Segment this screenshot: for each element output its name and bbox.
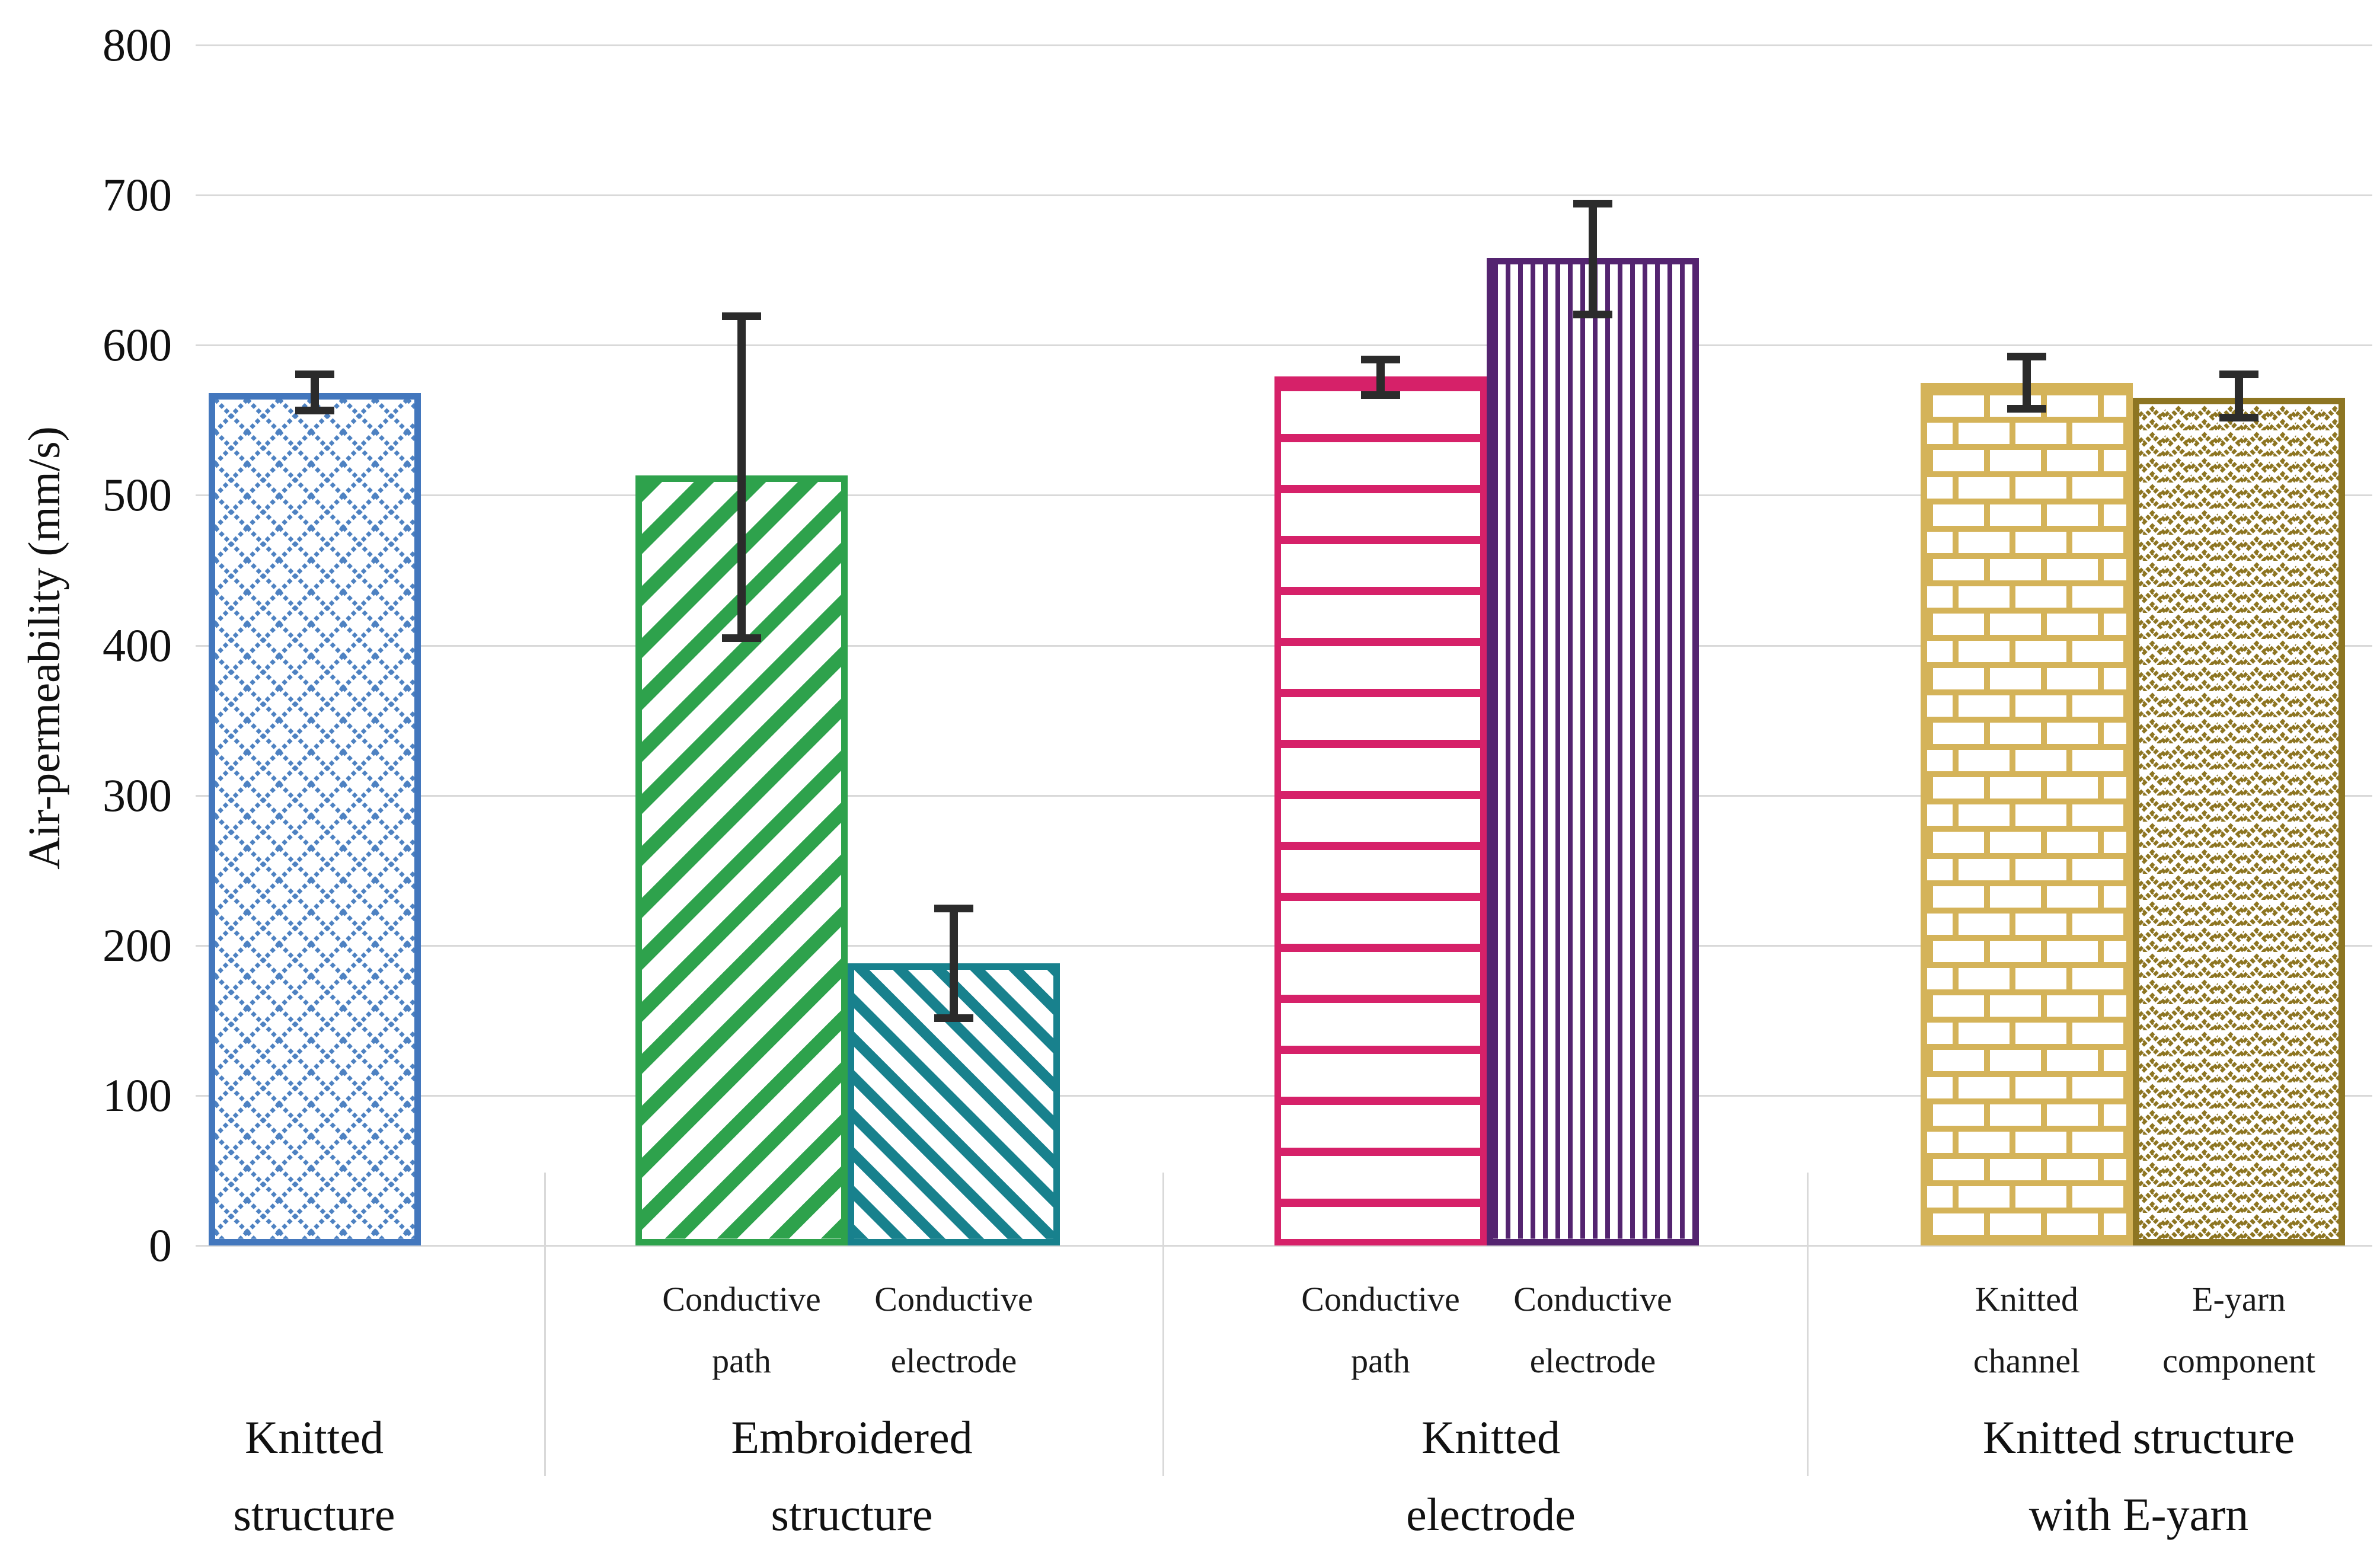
bar-knitted-electrode-conductive-electrode bbox=[1487, 258, 1699, 1245]
y-tick-label: 100 bbox=[103, 1069, 172, 1121]
error-bar bbox=[1573, 199, 1612, 318]
bar-label-line: Conductive bbox=[1301, 1280, 1460, 1318]
error-bar bbox=[2007, 352, 2046, 413]
bar-label-line: Knitted bbox=[1975, 1280, 2078, 1318]
bar-label-conductive-path: Conductive path bbox=[1226, 1269, 1535, 1392]
error-bar bbox=[1361, 355, 1400, 400]
group-label-knitted-structure-with-eyarn: Knitted structure with E-yarn bbox=[1848, 1399, 2380, 1549]
group-label-line: Embroidered bbox=[731, 1411, 973, 1463]
gridline bbox=[196, 1245, 2372, 1247]
group-label-line: Knitted bbox=[245, 1411, 384, 1463]
gridline bbox=[196, 344, 2372, 347]
error-bar bbox=[295, 371, 334, 414]
bar-label-eyarn-component: E-yarn component bbox=[2085, 1269, 2380, 1392]
bar-label-line: electrode bbox=[890, 1342, 1017, 1380]
group-label-line: structure bbox=[233, 1489, 395, 1540]
y-tick-label: 700 bbox=[103, 169, 172, 221]
category-divider bbox=[544, 1173, 546, 1476]
group-label-line: electrode bbox=[1406, 1489, 1576, 1540]
gridline bbox=[196, 194, 2372, 197]
group-label-embroidered-structure: Embroidered structure bbox=[561, 1399, 1142, 1549]
bar-label-line: electrode bbox=[1529, 1342, 1656, 1380]
bar-label-line: Conductive bbox=[874, 1280, 1033, 1318]
gridline bbox=[196, 44, 2372, 46]
bar-label-conductive-path: Conductive path bbox=[587, 1269, 896, 1392]
bar-label-line: channel bbox=[1973, 1342, 2081, 1380]
group-label-line: structure bbox=[771, 1489, 933, 1540]
bar-knitted-structure bbox=[209, 393, 421, 1245]
category-divider bbox=[1807, 1173, 1809, 1476]
bar-label-conductive-electrode: Conductive electrode bbox=[1439, 1269, 1747, 1392]
group-label-line: Knitted bbox=[1421, 1411, 1560, 1463]
bar-knitted-electrode-conductive-path bbox=[1274, 376, 1487, 1245]
group-label-knitted-electrode: Knitted electrode bbox=[1200, 1399, 1781, 1549]
error-bar bbox=[934, 905, 973, 1022]
bar-label-line: Conductive bbox=[1513, 1280, 1672, 1318]
bar-label-line: path bbox=[712, 1342, 771, 1380]
error-bar bbox=[2219, 371, 2258, 422]
group-label-knitted-structure: Knitted structure bbox=[24, 1399, 605, 1549]
bar-label-line: path bbox=[1351, 1342, 1410, 1380]
error-bar bbox=[722, 312, 761, 643]
y-tick-label: 500 bbox=[103, 469, 172, 521]
bar-label-conductive-electrode: Conductive electrode bbox=[800, 1269, 1108, 1392]
y-tick-label: 0 bbox=[149, 1219, 172, 1271]
bar-label-line: E-yarn bbox=[2192, 1280, 2286, 1318]
group-label-line: Knitted structure bbox=[1982, 1411, 2295, 1463]
y-tick-label: 600 bbox=[103, 319, 172, 371]
bar-knitted-channel bbox=[1921, 382, 2133, 1245]
category-divider bbox=[1162, 1173, 1164, 1476]
bar-label-line: Conductive bbox=[662, 1280, 821, 1318]
bar-label-knitted-channel: Knitted channel bbox=[1873, 1269, 2181, 1392]
y-tick-label: 800 bbox=[103, 19, 172, 71]
bar-eyarn-component bbox=[2133, 397, 2345, 1245]
y-tick-label: 400 bbox=[103, 619, 172, 671]
y-tick-label: 200 bbox=[103, 919, 172, 971]
y-tick-label: 300 bbox=[103, 769, 172, 821]
group-label-line: with E-yarn bbox=[2028, 1489, 2249, 1540]
bar-label-line: component bbox=[2162, 1342, 2315, 1380]
